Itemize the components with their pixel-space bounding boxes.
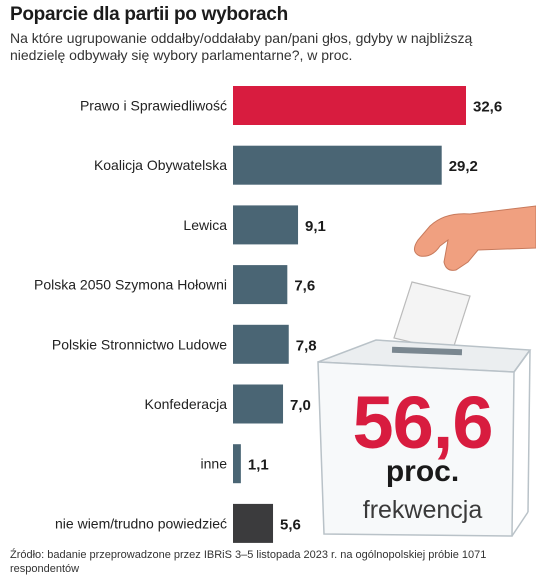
turnout-unit: proc. (385, 455, 460, 488)
value-label-nie-wiem-trudno-powiedziec: 5,6 (280, 516, 301, 533)
ballot-slot (391, 346, 463, 356)
value-label-koalicja-obywatelska: 29,2 (449, 158, 478, 175)
source-note: Źródło: badanie przeprowadzone przez IBR… (10, 549, 487, 575)
bar-prawo-i-sprawiedliwosc (233, 86, 466, 125)
value-label-prawo-i-sprawiedliwosc: 32,6 (473, 99, 502, 116)
category-label-inne: inne (201, 456, 228, 472)
ballot-box-illustration (317, 205, 536, 537)
category-label-konfederacja: Konfederacja (144, 396, 227, 412)
value-label-konfederacja: 7,0 (290, 397, 311, 414)
turnout-value: 56,6 (352, 381, 493, 464)
category-label-nie-wiem-trudno-powiedziec: nie wiem/trudno powiedzieć (55, 515, 227, 531)
value-label-inne: 1,1 (248, 457, 269, 474)
bar-polskie-stronnictwo-ludowe (233, 324, 289, 364)
value-label-polska-2050-szymona-holowni: 7,6 (294, 278, 315, 295)
bar-lewica (233, 205, 299, 245)
bars-group: Prawo i Sprawiedliwość 32,6 Koalicja Obywa… (34, 86, 502, 543)
category-label-koalicja-obywatelska: Koalicja Obywatelska (94, 157, 227, 173)
bar-konfederacja (233, 384, 284, 424)
category-label-lewica: Lewica (183, 217, 227, 233)
category-label-polska-2050-szymona-holowni: Polska 2050 Szymona Hołowni (34, 277, 227, 293)
bar-koalicja-obywatelska (233, 145, 442, 185)
bar-polska-2050-szymona-holowni (233, 265, 288, 305)
category-label-polskie-stronnictwo-ludowe: Polskie Stronnictwo Ludowe (52, 336, 227, 352)
category-label-prawo-i-sprawiedliwosc: Prawo i Sprawiedliwość (80, 98, 227, 114)
value-label-lewica: 9,1 (305, 218, 326, 235)
hand-icon (414, 205, 536, 271)
turnout-label: frekwencja (362, 496, 483, 524)
value-label-polskie-stronnictwo-ludowe: 7,8 (296, 337, 317, 354)
chart-title: Poparcie dla partii po wyborach (10, 4, 288, 25)
bar-inne (233, 444, 241, 484)
bar-nie-wiem-trudno-powiedziec (233, 503, 274, 543)
chart-subtitle: Na które ugrupowanie oddałby/oddałaby pa… (10, 30, 473, 63)
